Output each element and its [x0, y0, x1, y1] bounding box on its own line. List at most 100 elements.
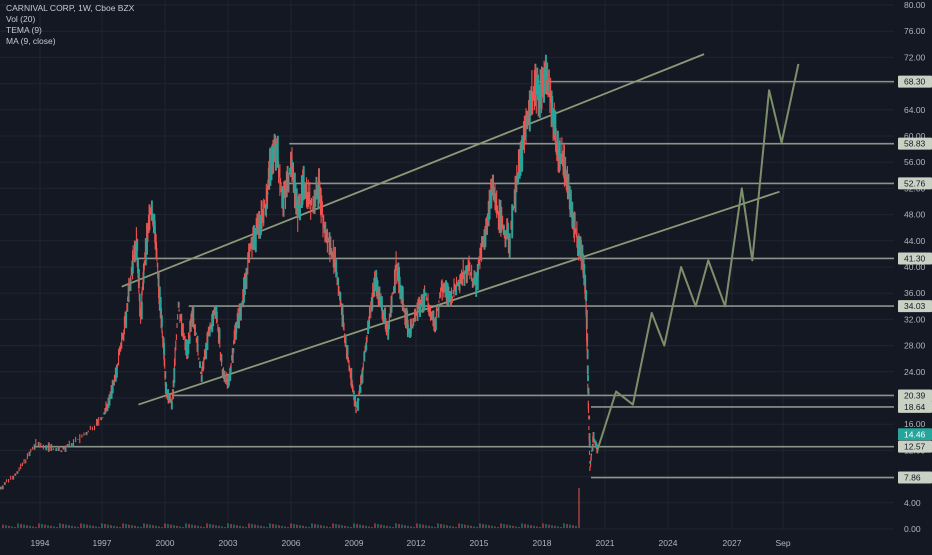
volume-bar [266, 527, 268, 528]
price-tag-bg [898, 428, 932, 441]
price-tag-bg [898, 177, 932, 190]
volume-bar [518, 527, 520, 528]
tema-indicator-label[interactable]: TEMA (9) [6, 25, 42, 35]
volume-bar [350, 527, 352, 528]
y-tick-label: 4.00 [904, 498, 921, 508]
volume-bar [5, 525, 7, 528]
volume-bar [95, 526, 97, 528]
volume-bar [119, 527, 121, 528]
volume-bar [239, 525, 241, 528]
volume-bar [419, 524, 421, 528]
volume-indicator-label[interactable]: Vol (20) [6, 14, 36, 24]
x-tick-label: 2000 [156, 538, 175, 548]
volume-bar [80, 523, 82, 528]
level-price-tag: 34.03 [898, 300, 932, 313]
volume-bar [341, 525, 343, 528]
volume-bar [158, 526, 160, 528]
x-tick-label: 2027 [723, 538, 742, 548]
price-labels: 68.30 58.83 52.76 41.30 34.03 20.39 18.64 12.57… [898, 75, 932, 484]
price-tag-bg [898, 137, 932, 150]
volume-bar [428, 525, 430, 528]
volume-bar [413, 527, 415, 528]
volume-bar [14, 527, 16, 528]
volume-bar [503, 524, 505, 528]
price-tag-bg [898, 75, 932, 88]
volume-bar [29, 525, 31, 528]
volume-bar [575, 525, 577, 528]
volume-bar [314, 524, 316, 528]
volume-bar [77, 527, 79, 528]
volume-bar [86, 524, 88, 528]
volume-bar [167, 524, 169, 528]
volume-bar [338, 524, 340, 528]
level-price-tag: 68.30 [898, 75, 932, 88]
volume-bar [35, 527, 37, 528]
volume-bar [464, 524, 466, 528]
price-tag-bg [898, 471, 932, 484]
volume-bar [515, 526, 517, 528]
volume-bar [149, 524, 151, 528]
volume-bar [263, 526, 265, 528]
current-price-tag: 14.46 [898, 428, 932, 441]
x-tick-label: 2018 [533, 538, 552, 548]
volume-bar [68, 525, 70, 528]
volume-bar [563, 523, 565, 528]
volume-bar [209, 524, 211, 528]
volume-bar [137, 526, 139, 528]
y-tick-label: 0.00 [904, 524, 921, 534]
trendline [121, 53, 705, 288]
volume-bar [275, 524, 277, 528]
y-tick-label: 32.00 [904, 314, 926, 324]
volume-bar [131, 525, 133, 528]
ma-indicator-label[interactable]: MA (9, close) [6, 36, 56, 46]
volume-bar [431, 526, 433, 528]
volume-bar [308, 527, 310, 528]
volume-bar [104, 524, 106, 528]
volume-bar [110, 525, 112, 528]
volume-bar [182, 527, 184, 528]
level-price-tag: 12.57 [898, 440, 932, 453]
volume-bar [287, 527, 289, 528]
volume-bar [542, 523, 544, 528]
volume-bar [359, 524, 361, 528]
volume-bar [404, 525, 406, 528]
volume-bar [422, 524, 424, 528]
volume-bar [71, 525, 73, 528]
volume-bar [293, 524, 295, 528]
volume-bar [116, 526, 118, 528]
volume-bar [56, 527, 58, 528]
volume-bar [254, 524, 256, 528]
volume-bar [32, 526, 34, 528]
volume-bar [386, 525, 388, 528]
price-tag-text: 58.83 [904, 139, 926, 149]
volume-bar [23, 524, 25, 528]
volume-bar [530, 525, 532, 528]
symbol-title[interactable]: CARNIVAL CORP, 1W, Cboe BZX [6, 3, 135, 13]
y-tick-label: 36.00 [904, 288, 926, 298]
volume-bar [536, 526, 538, 528]
price-series [0, 54, 599, 490]
volume-bar [377, 524, 379, 528]
volume-bar [512, 525, 514, 528]
volume-bar [539, 527, 541, 528]
volume-bar [497, 527, 499, 528]
volume-bar [401, 524, 403, 528]
y-tick-label: 16.00 [904, 419, 926, 429]
volume-bar [203, 527, 205, 528]
price-tag-text: 41.30 [904, 253, 926, 263]
volume-bar [227, 523, 229, 528]
volume-bar [2, 524, 4, 528]
volume-bar [179, 526, 181, 528]
volume-bar [122, 523, 124, 528]
level-price-tag: 20.39 [898, 389, 932, 402]
y-tick-label: 72.00 [904, 52, 926, 62]
volume-bar [173, 525, 175, 528]
volume-bars [2, 488, 580, 528]
volume-bar [290, 523, 292, 528]
price-candles-down [0, 54, 598, 490]
volume-bar [125, 524, 127, 528]
volume-bar [20, 524, 22, 528]
volume-bar [155, 525, 157, 528]
